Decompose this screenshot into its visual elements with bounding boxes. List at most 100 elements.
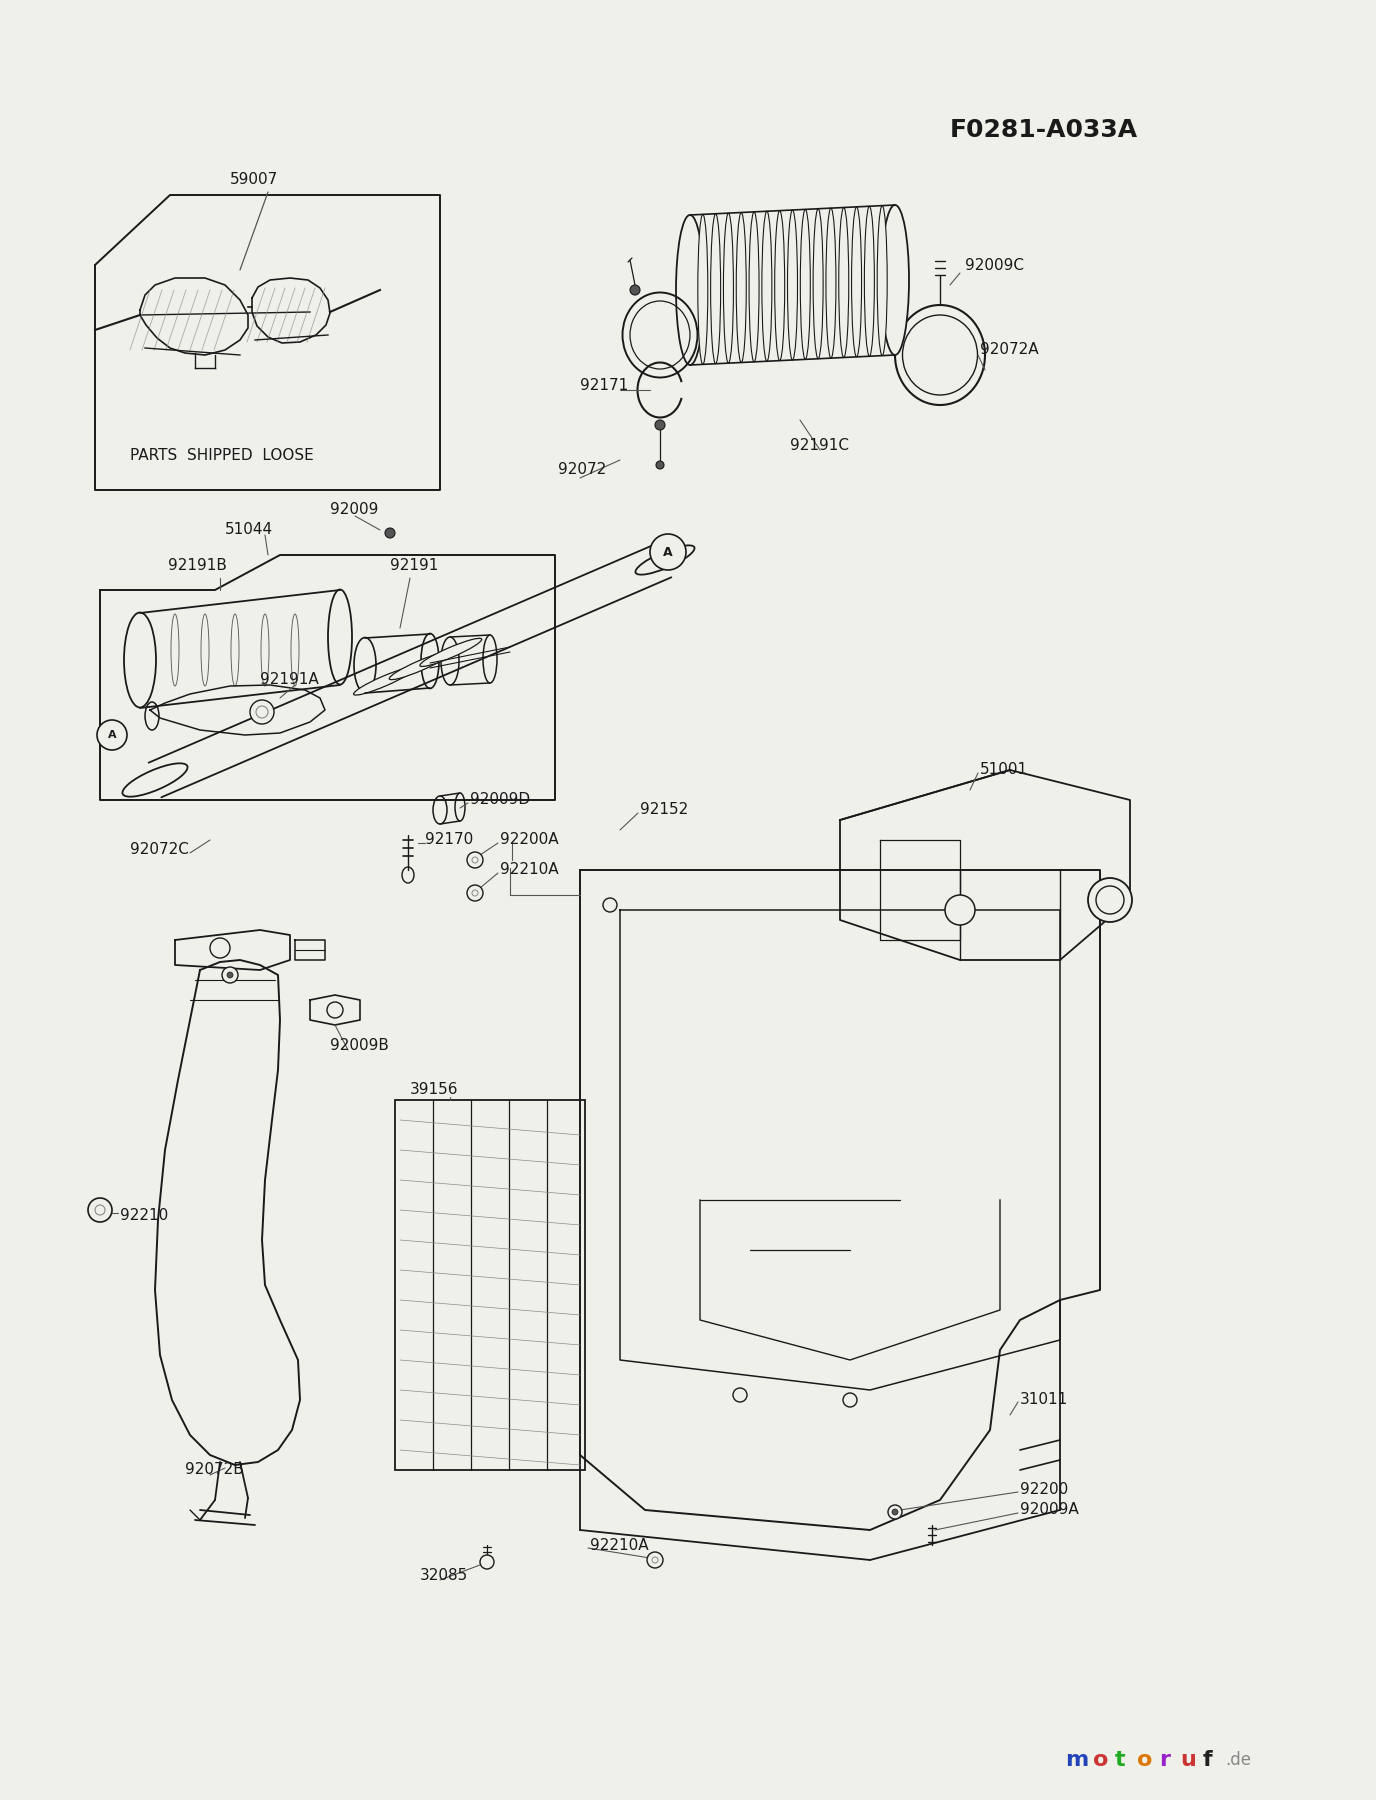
Ellipse shape <box>389 652 451 680</box>
Circle shape <box>892 1508 899 1516</box>
Circle shape <box>327 1003 343 1019</box>
Circle shape <box>888 1505 903 1519</box>
Ellipse shape <box>852 207 861 356</box>
Text: 92191C: 92191C <box>790 437 849 452</box>
Text: F0281-A033A: F0281-A033A <box>949 119 1138 142</box>
Circle shape <box>603 898 616 913</box>
Circle shape <box>95 1204 105 1215</box>
Text: 92191B: 92191B <box>168 558 227 572</box>
Ellipse shape <box>636 545 695 574</box>
Text: r: r <box>1159 1750 1170 1769</box>
Ellipse shape <box>327 590 352 684</box>
Ellipse shape <box>736 212 746 362</box>
Text: 92072C: 92072C <box>129 842 189 857</box>
Text: 32085: 32085 <box>420 1568 468 1582</box>
Circle shape <box>96 720 127 751</box>
Text: 92072A: 92072A <box>980 342 1039 358</box>
Circle shape <box>211 938 230 958</box>
Text: 92171: 92171 <box>581 378 629 392</box>
Text: 92191: 92191 <box>389 558 439 572</box>
Ellipse shape <box>749 212 760 362</box>
Ellipse shape <box>724 212 733 364</box>
Ellipse shape <box>261 614 268 686</box>
Circle shape <box>222 967 238 983</box>
Ellipse shape <box>122 763 187 797</box>
Ellipse shape <box>144 702 160 731</box>
Text: 92009: 92009 <box>330 502 378 518</box>
Text: 92009A: 92009A <box>1020 1503 1079 1517</box>
Text: 92072: 92072 <box>559 463 607 477</box>
Text: 92009B: 92009B <box>330 1037 389 1053</box>
Ellipse shape <box>698 214 707 364</box>
Ellipse shape <box>433 796 447 824</box>
Ellipse shape <box>813 209 823 358</box>
Text: PARTS  SHIPPED  LOOSE: PARTS SHIPPED LOOSE <box>129 448 314 463</box>
Circle shape <box>466 886 483 902</box>
Ellipse shape <box>201 614 209 686</box>
Ellipse shape <box>826 209 837 358</box>
Text: 39156: 39156 <box>410 1082 458 1098</box>
Circle shape <box>472 857 477 862</box>
Text: A: A <box>107 731 117 740</box>
Ellipse shape <box>864 207 874 356</box>
Circle shape <box>227 972 233 977</box>
Circle shape <box>656 461 665 470</box>
Text: 92210A: 92210A <box>590 1537 648 1552</box>
Circle shape <box>655 419 665 430</box>
Text: 92170: 92170 <box>425 832 473 848</box>
Circle shape <box>256 706 268 718</box>
Circle shape <box>649 535 687 571</box>
Circle shape <box>843 1393 857 1408</box>
Text: m: m <box>1065 1750 1088 1769</box>
Circle shape <box>466 851 483 868</box>
Ellipse shape <box>421 634 439 688</box>
Text: 51044: 51044 <box>226 522 272 538</box>
Ellipse shape <box>354 637 376 693</box>
Ellipse shape <box>290 614 299 686</box>
Text: 92210: 92210 <box>120 1208 168 1222</box>
Ellipse shape <box>839 207 849 358</box>
Text: 51001: 51001 <box>980 763 1028 778</box>
Text: .de: .de <box>1225 1751 1251 1769</box>
Ellipse shape <box>710 214 721 364</box>
Ellipse shape <box>775 211 784 360</box>
Ellipse shape <box>881 205 910 355</box>
Text: 92200: 92200 <box>1020 1483 1068 1498</box>
Text: 92210A: 92210A <box>499 862 559 878</box>
Circle shape <box>385 527 395 538</box>
Circle shape <box>647 1552 663 1568</box>
Ellipse shape <box>787 211 798 360</box>
Text: 92009C: 92009C <box>965 257 1024 272</box>
Ellipse shape <box>483 635 497 682</box>
Circle shape <box>733 1388 747 1402</box>
Text: o: o <box>1093 1750 1109 1769</box>
Text: 92072B: 92072B <box>184 1462 244 1478</box>
Circle shape <box>472 889 477 896</box>
Ellipse shape <box>402 868 414 884</box>
Text: t: t <box>1115 1750 1126 1769</box>
Text: o: o <box>1137 1750 1152 1769</box>
Text: 92200A: 92200A <box>499 832 559 848</box>
Text: 92191A: 92191A <box>260 673 319 688</box>
Text: 92152: 92152 <box>640 803 688 817</box>
Ellipse shape <box>455 794 465 821</box>
Ellipse shape <box>354 668 416 695</box>
Ellipse shape <box>420 639 482 666</box>
Text: f: f <box>1203 1750 1212 1769</box>
Circle shape <box>250 700 274 724</box>
Bar <box>395 1100 585 1471</box>
Ellipse shape <box>676 214 705 365</box>
Circle shape <box>1097 886 1124 914</box>
Circle shape <box>945 895 976 925</box>
Text: 92009D: 92009D <box>471 792 530 808</box>
Circle shape <box>652 1557 658 1562</box>
Ellipse shape <box>231 614 239 686</box>
Ellipse shape <box>877 205 888 356</box>
Circle shape <box>630 284 640 295</box>
Ellipse shape <box>440 637 460 686</box>
Ellipse shape <box>171 614 179 686</box>
Text: A: A <box>663 545 673 558</box>
Ellipse shape <box>762 211 772 362</box>
Text: u: u <box>1181 1750 1196 1769</box>
Circle shape <box>480 1555 494 1570</box>
